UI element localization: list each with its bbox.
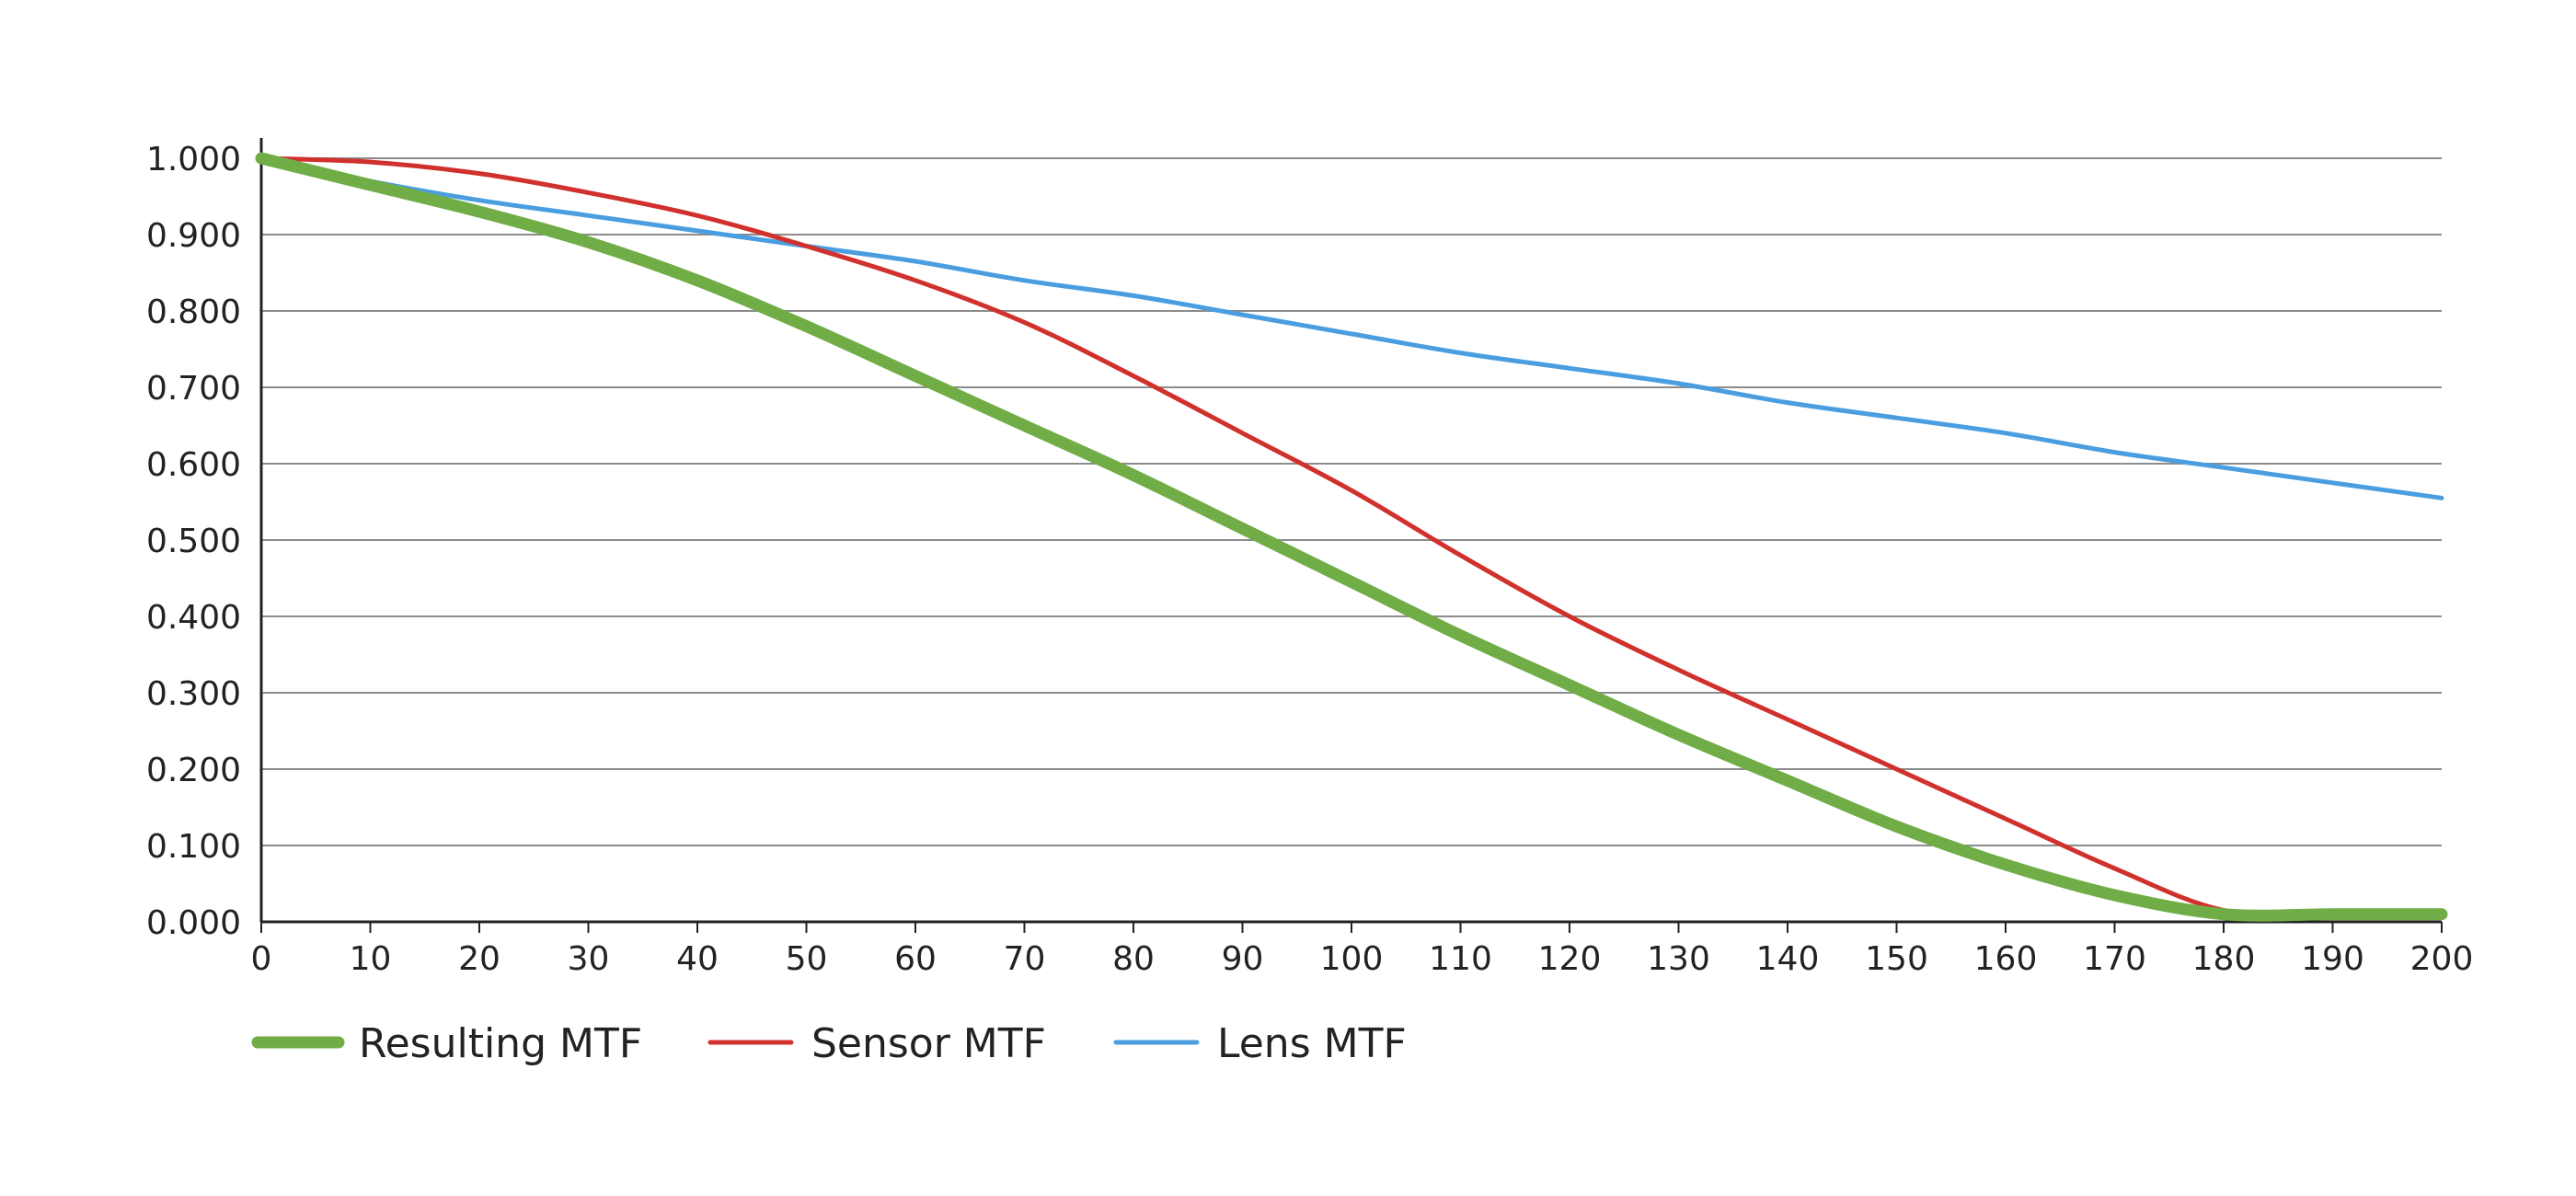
x-tick-label: 0 bbox=[251, 940, 272, 978]
x-tick-label: 150 bbox=[1865, 940, 1928, 978]
x-tick-label: 170 bbox=[2083, 940, 2146, 978]
y-tick-label: 0.500 bbox=[146, 523, 241, 560]
x-tick-label: 20 bbox=[458, 940, 500, 978]
x-tick-label: 40 bbox=[676, 940, 719, 978]
x-tick-label: 130 bbox=[1647, 940, 1710, 978]
series-line-sensor-mtf bbox=[259, 155, 2444, 917]
legend-item-resulting-mtf: Resulting MTF bbox=[251, 1020, 642, 1067]
y-tick-label: 0.400 bbox=[146, 599, 241, 637]
x-tick-label: 200 bbox=[2410, 940, 2474, 978]
legend-label: Resulting MTF bbox=[359, 1020, 642, 1067]
x-tick-label: 90 bbox=[1222, 940, 1264, 978]
series-line-lens-mtf bbox=[259, 155, 2444, 500]
x-tick-label: 30 bbox=[568, 940, 610, 978]
x-tick-label: 110 bbox=[1429, 940, 1492, 978]
x-tick-label: 60 bbox=[894, 940, 937, 978]
y-tick-label: 0.000 bbox=[146, 904, 241, 942]
gridlines bbox=[261, 157, 2442, 846]
y-tick-label: 1.000 bbox=[146, 141, 241, 178]
series-line-resulting-mtf bbox=[255, 152, 2448, 922]
x-tick-label: 160 bbox=[1974, 940, 2038, 978]
series-lines bbox=[255, 152, 2448, 922]
y-tick-label: 0.900 bbox=[146, 217, 241, 255]
legend-label: Sensor MTF bbox=[811, 1020, 1046, 1067]
tick-labels: 0.000 0.100 0.200 0.300 0.400 0.500 0.600 0.700… bbox=[146, 141, 2473, 978]
legend-item-lens-mtf: Lens MTF bbox=[1113, 1020, 1407, 1067]
x-tick-label: 10 bbox=[350, 940, 392, 978]
y-tick-label: 0.800 bbox=[146, 293, 241, 331]
legend-label: Lens MTF bbox=[1217, 1020, 1407, 1067]
y-tick-label: 0.600 bbox=[146, 446, 241, 484]
y-tick-label: 0.300 bbox=[146, 675, 241, 713]
x-tick-label: 100 bbox=[1320, 940, 1384, 978]
x-tick-label: 180 bbox=[2192, 940, 2256, 978]
x-tick-label: 80 bbox=[1112, 940, 1155, 978]
axes bbox=[259, 138, 2443, 933]
legend: Resulting MTF Sensor MTF Lens MTF bbox=[251, 1020, 1407, 1067]
x-tick-label: 190 bbox=[2301, 940, 2364, 978]
x-tick-label: 50 bbox=[786, 940, 828, 978]
x-tick-label: 70 bbox=[1004, 940, 1046, 978]
y-tick-label: 0.700 bbox=[146, 370, 241, 408]
y-tick-label: 0.100 bbox=[146, 828, 241, 866]
y-tick-label: 0.200 bbox=[146, 752, 241, 789]
x-tick-label: 140 bbox=[1756, 940, 1820, 978]
x-tick-label: 120 bbox=[1538, 940, 1602, 978]
legend-item-sensor-mtf: Sensor MTF bbox=[707, 1020, 1046, 1067]
